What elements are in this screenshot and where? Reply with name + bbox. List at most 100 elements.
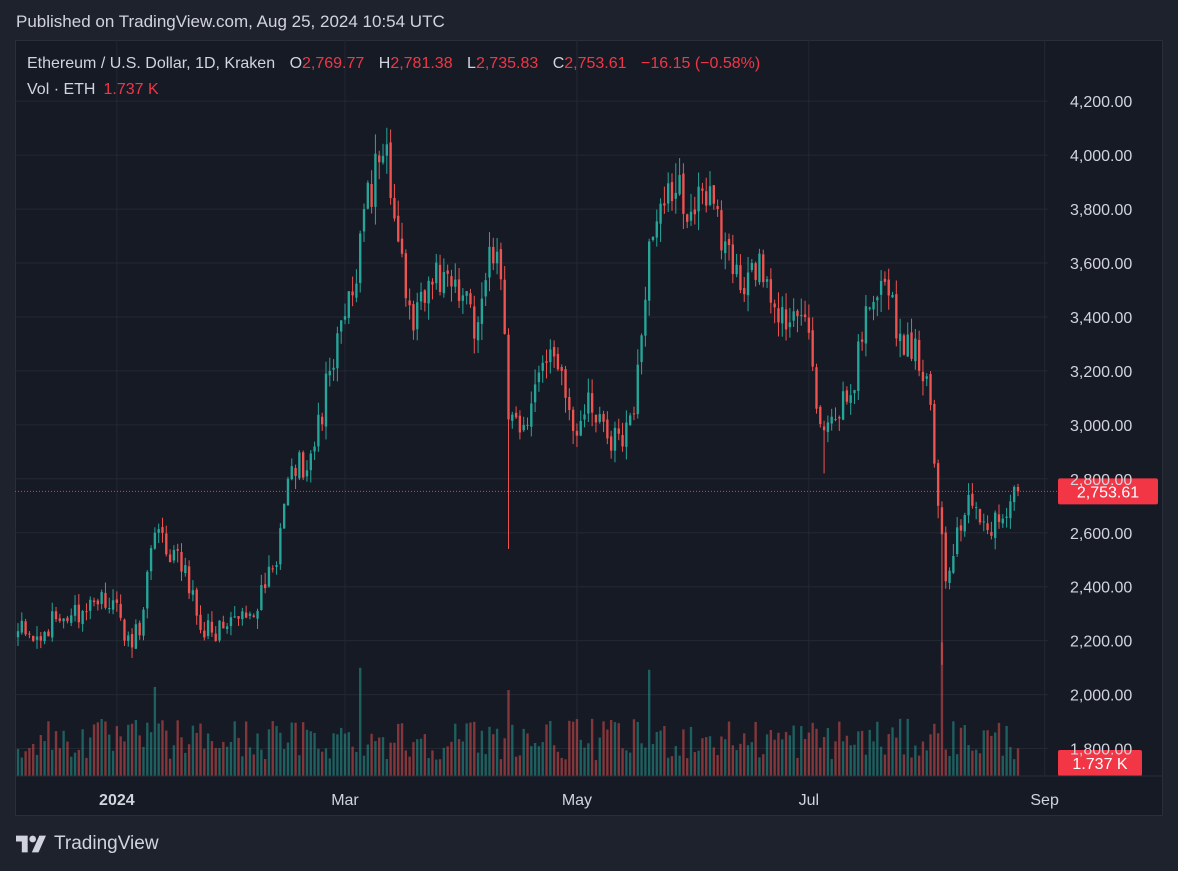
volume-bar [225, 746, 229, 776]
candle-body [419, 291, 423, 302]
y-tick-label: 2,600.00 [1070, 526, 1132, 543]
volume-bar [754, 721, 757, 776]
volume-bar [229, 741, 233, 776]
candle-body [111, 600, 115, 610]
volume-bar [28, 748, 31, 776]
x-tick-label: Jul [799, 792, 819, 809]
candle-body [1009, 501, 1012, 519]
volume-bar [571, 721, 575, 776]
last-price-tag [1058, 478, 1158, 505]
volume-bar [492, 734, 495, 776]
volume-bar [332, 733, 335, 776]
y-tick-label: 3,200.00 [1070, 364, 1132, 381]
candle-body [484, 280, 487, 297]
candle-body [526, 424, 529, 426]
volume-bar [917, 755, 921, 776]
candle-body [100, 592, 103, 604]
volume-bar [883, 754, 887, 776]
candle-body [686, 214, 689, 222]
candle-body [1013, 486, 1016, 503]
candle-body [822, 426, 826, 431]
volume-bar [895, 737, 898, 776]
volume-bar [73, 752, 77, 776]
candle-body [708, 186, 712, 205]
candle-body [473, 306, 476, 339]
candle-body [967, 494, 970, 516]
candle-body [298, 452, 301, 479]
candle-body [864, 306, 868, 344]
volume-bar [321, 751, 324, 776]
candle-body [32, 635, 35, 641]
volume-bar [613, 722, 617, 776]
candle-body [731, 244, 735, 274]
volume-bar [549, 720, 552, 776]
candle-body [891, 294, 894, 298]
volume-bar [374, 741, 377, 776]
candle-body [43, 631, 46, 642]
candle-body [628, 415, 632, 425]
candle-body [362, 209, 366, 232]
candle-body [598, 414, 601, 422]
candle-body [530, 403, 533, 427]
volume-bar [1009, 747, 1012, 776]
candle-body [332, 367, 335, 370]
y-tick-label: 2,000.00 [1070, 688, 1132, 705]
chart-panel[interactable] [15, 40, 1163, 816]
candle-body [206, 620, 210, 637]
candle-body [587, 392, 590, 414]
candle-body [378, 155, 381, 163]
candle-body [571, 409, 575, 431]
volume-bar [731, 745, 735, 776]
volume-bar [317, 748, 320, 776]
candlestick-chart[interactable]: 2,753.61 1.737 K 4,200.00 4,000.00 3,800.00… [15, 40, 1163, 816]
volume-bar [746, 745, 750, 776]
candle-body [811, 330, 814, 367]
candle-body [990, 531, 993, 536]
candle-body [857, 341, 860, 391]
volume-bar [488, 726, 491, 776]
candle-body [301, 452, 305, 478]
candle-body [556, 353, 560, 370]
volume-bar [96, 722, 100, 776]
price-candles [16, 127, 1020, 665]
volume-bar [541, 742, 544, 776]
candle-body [803, 314, 807, 317]
y-tick-label: 2,200.00 [1070, 634, 1132, 651]
candle-body [632, 413, 636, 415]
candle-body [853, 390, 856, 394]
candle-body [20, 620, 23, 633]
volume-bar [590, 718, 594, 776]
volume-bar [518, 755, 522, 776]
y-tick-label: 4,000.00 [1070, 148, 1132, 165]
y-tick-label: 3,400.00 [1070, 310, 1132, 327]
y-tick-label: 2,400.00 [1070, 580, 1132, 597]
candle-body [800, 315, 803, 317]
volume-bar [682, 729, 685, 776]
volume-bar [89, 737, 92, 776]
candle-body [229, 617, 233, 627]
candle-body [184, 565, 187, 574]
volume-bar [180, 737, 183, 776]
volume-bar [51, 749, 54, 776]
candle-body [777, 308, 780, 323]
candle-body [682, 173, 685, 214]
volume-bar [689, 726, 693, 776]
volume-bar [876, 721, 879, 776]
volume-bar [385, 759, 388, 776]
volume-bar [910, 757, 913, 776]
candle-body [347, 291, 350, 318]
candle-body [796, 310, 799, 317]
volume-bar [952, 721, 955, 776]
candle-body [461, 295, 465, 301]
volume-bar [203, 748, 206, 776]
volume-bar [92, 724, 96, 776]
volume-bar [446, 746, 449, 776]
candle-body [815, 367, 818, 409]
volume-bar [594, 760, 598, 776]
volume-bar [568, 720, 571, 776]
candle-body [868, 307, 871, 309]
volume-bar [997, 722, 1001, 776]
candle-body [374, 153, 377, 207]
candle-body [625, 422, 628, 447]
volume-bar [659, 730, 662, 776]
